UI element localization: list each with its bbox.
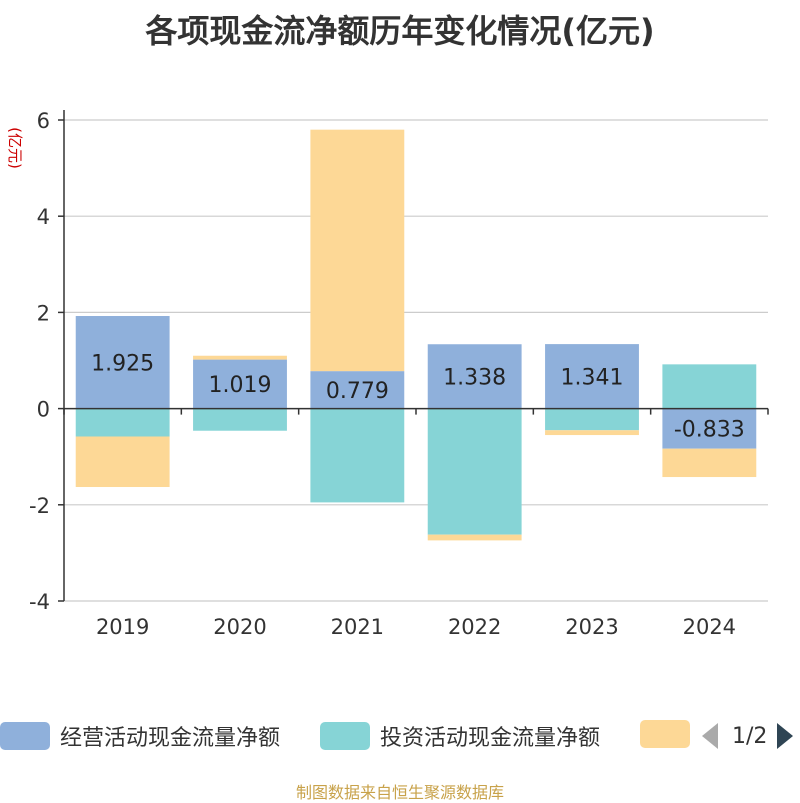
bar-series0-2024[interactable] xyxy=(662,408,757,449)
data-label-2021: 0.779 xyxy=(326,379,389,404)
x-tick-label: 2020 xyxy=(213,615,266,639)
data-label-2020: 1.019 xyxy=(209,373,272,398)
bar-series1-2019[interactable] xyxy=(75,408,170,437)
y-tick-label: 0 xyxy=(37,398,50,422)
legend-item-operating[interactable]: 经营活动现金流量净额 xyxy=(0,720,280,752)
legend-item-financing[interactable] xyxy=(640,720,700,748)
bar-series1-2024[interactable] xyxy=(662,364,757,409)
legend-swatch-investing xyxy=(320,722,370,750)
x-tick-label: 2023 xyxy=(565,615,618,639)
legend-swatch-operating xyxy=(0,722,50,750)
bar-series0-2023[interactable] xyxy=(545,344,639,409)
bar-series0-2021[interactable] xyxy=(310,371,405,409)
y-tick-label: 4 xyxy=(37,205,50,229)
legend-swatch-financing xyxy=(640,720,690,748)
bar-series1-2022[interactable] xyxy=(427,408,522,535)
prev-page-icon[interactable] xyxy=(702,723,718,749)
bar-series0-2022[interactable] xyxy=(427,344,522,409)
legend: 经营活动现金流量净额 投资活动现金流量净额 1/2 xyxy=(0,716,800,756)
bar-series2-2019[interactable] xyxy=(75,436,170,488)
bar-series1-2020[interactable] xyxy=(193,408,287,431)
x-tick-label: 2019 xyxy=(96,615,149,639)
x-tick-label: 2021 xyxy=(331,615,384,639)
y-axis-unit: (亿元) xyxy=(6,127,24,169)
y-tick-label: -4 xyxy=(29,590,50,614)
legend-label-investing: 投资活动现金流量净额 xyxy=(380,726,601,751)
bar-series2-2021[interactable] xyxy=(310,129,405,372)
x-tick-label: 2022 xyxy=(448,615,501,639)
data-label-2022: 1.338 xyxy=(443,365,506,390)
legend-page-indicator: 1/2 xyxy=(732,723,768,749)
axes: -4 -2 0 2 4 6 2019 2020 2021 2022 2023 2024 xyxy=(29,109,769,639)
y-axis-unit-label: (亿元) xyxy=(6,127,24,169)
bar-series0-2020[interactable] xyxy=(193,359,287,409)
bar-series0-2019[interactable] xyxy=(75,316,170,409)
x-tick-label: 2024 xyxy=(683,615,736,639)
next-page-icon[interactable] xyxy=(777,723,794,749)
bar-series2-2023[interactable] xyxy=(545,430,639,436)
bar-series1-2021[interactable] xyxy=(310,408,405,503)
y-tick-label: 6 xyxy=(37,109,50,133)
bar-series2-2024[interactable] xyxy=(662,448,757,478)
data-label-2023: 1.341 xyxy=(561,365,624,390)
legend-pager: 1/2 xyxy=(702,720,794,752)
legend-label-operating: 经营活动现金流量净额 xyxy=(60,726,281,751)
chart-title: 各项现金流净额历年变化情况(亿元) xyxy=(145,12,655,50)
legend-item-investing[interactable]: 投资活动现金流量净额 xyxy=(320,720,600,752)
bar-series2-2022[interactable] xyxy=(427,534,522,541)
y-tick-label: -2 xyxy=(29,494,50,518)
data-label-2024: -0.833 xyxy=(674,418,745,443)
data-labels: 1.925 1.019 0.779 1.338 1.341 -0.833 xyxy=(91,351,745,442)
data-label-2019: 1.925 xyxy=(91,351,154,376)
data-source: 制图数据来自恒生聚源数据库 xyxy=(295,783,504,802)
bar-series1-2023[interactable] xyxy=(545,408,639,431)
bar-series2-2020[interactable] xyxy=(193,355,287,360)
bars xyxy=(75,129,757,541)
y-tick-label: 2 xyxy=(37,301,50,325)
